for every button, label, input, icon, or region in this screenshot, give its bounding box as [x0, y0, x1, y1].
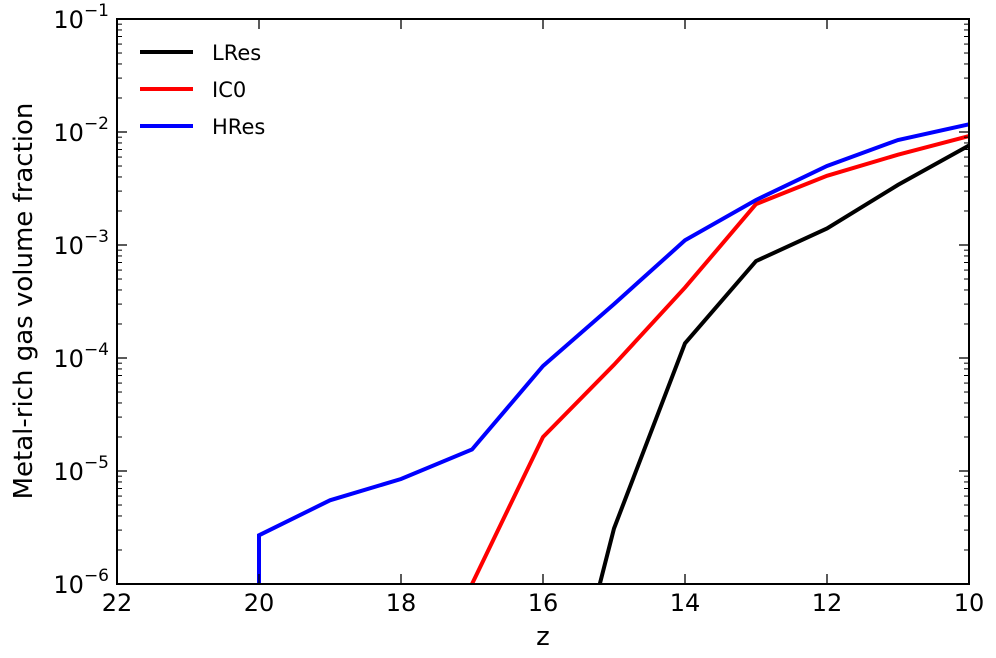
series-layer	[257, 122, 970, 585]
legend-label-hres: HRes	[212, 115, 265, 139]
y-tick-label: 10−2	[53, 114, 109, 147]
axis-ticks	[116, 18, 970, 585]
plot-frame	[116, 18, 970, 585]
x-tick-label: 12	[812, 589, 843, 617]
x-tick-label: 20	[244, 589, 275, 617]
x-tick-label: 14	[670, 589, 701, 617]
legend: LRes IC0 HRes	[140, 41, 265, 139]
x-tick-label: 22	[102, 589, 133, 617]
legend-label-ic0: IC0	[212, 78, 246, 102]
series-line-ic0	[470, 134, 970, 585]
series-line-hres	[257, 122, 970, 584]
y-tick-label: 10−4	[53, 340, 109, 373]
y-axis-label: Metal-rich gas volume fraction	[9, 103, 39, 500]
y-tick-label: 10−5	[53, 453, 109, 486]
series-line-lres	[597, 143, 970, 585]
x-axis-label: z	[536, 622, 550, 652]
x-tick-label: 10	[954, 589, 985, 617]
tick-labels: 22 20 18 16 14 12 10 10−6 10−5 10−4 10−3 10−2 10−1	[53, 1, 984, 617]
x-tick-label: 16	[528, 589, 559, 617]
y-tick-label: 10−3	[53, 227, 109, 260]
legend-label-lres: LRes	[212, 41, 261, 65]
y-tick-label: 10−1	[53, 1, 109, 34]
x-tick-label: 18	[386, 589, 417, 617]
y-tick-label: 10−6	[53, 566, 109, 599]
